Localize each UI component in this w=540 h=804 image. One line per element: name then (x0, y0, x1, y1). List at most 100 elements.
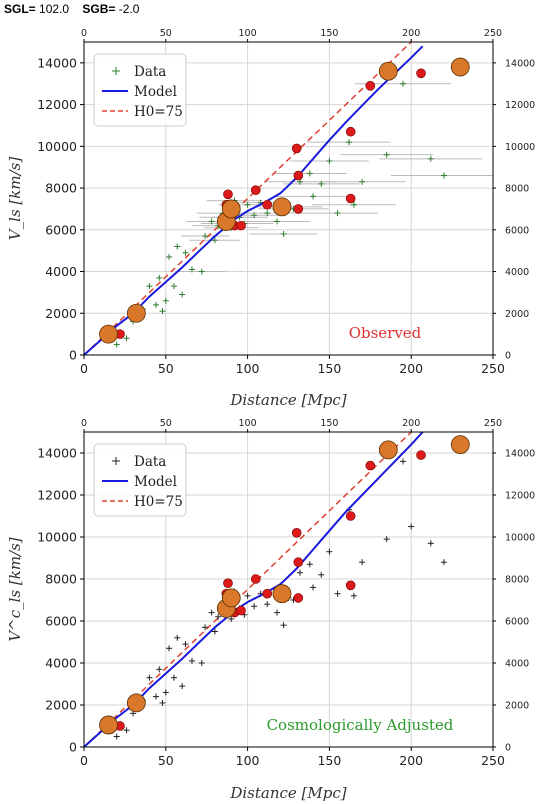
top-tick-label: 150 (320, 418, 338, 429)
sgb-label: SGB= (82, 2, 116, 16)
data-point (400, 458, 407, 465)
data-point (146, 283, 153, 290)
legend-label: Data (134, 454, 166, 470)
legend-label: Model (134, 474, 177, 490)
data-point (251, 212, 258, 219)
galaxy-marker (262, 199, 273, 210)
y-tick-label: 14000 (37, 446, 77, 461)
galaxy-marker (291, 143, 302, 154)
group-marker (99, 324, 118, 344)
data-point (188, 657, 195, 664)
right-tick-label: 0 (505, 743, 511, 754)
right-tick-label: 12000 (505, 491, 535, 502)
data-point (274, 609, 281, 616)
legend: Data Model H0=75 (93, 443, 187, 517)
data-point (228, 615, 235, 622)
panel-annotation: Cosmologically Adjusted (267, 716, 454, 734)
data-point (264, 210, 271, 217)
right-tick-label: 2000 (505, 701, 529, 712)
data-point (208, 609, 215, 616)
chart-panel-top: 0 50 100 150 200 2500200040006000800010000120… (6, 28, 535, 409)
top-tick-label: 150 (320, 28, 338, 39)
data-point (244, 592, 251, 599)
h0-line (84, 42, 412, 355)
galaxy-marker (345, 511, 356, 521)
data-point (146, 674, 153, 681)
data-point (202, 624, 209, 631)
galaxy-marker (250, 574, 261, 584)
top-tick-label: 100 (239, 418, 257, 429)
data-point (383, 151, 390, 158)
legend-label: Model (134, 84, 177, 100)
data-point (408, 523, 415, 530)
group-marker (221, 199, 241, 219)
y-tick-label: 0 (69, 348, 77, 363)
galaxy-marker (262, 588, 273, 599)
galaxy-marker (365, 81, 376, 91)
y-tick-label: 12000 (37, 488, 77, 503)
y-tick-label: 8000 (45, 181, 77, 196)
data-point (159, 699, 166, 706)
galaxy-marker (293, 593, 304, 603)
data-point (440, 559, 447, 566)
x-tick-label: 100 (236, 361, 260, 376)
data-point (211, 237, 218, 244)
y-axis-label: V_ls [km/s] (6, 157, 24, 241)
data-point (156, 274, 163, 281)
data-point (310, 193, 317, 200)
data-point (306, 170, 313, 177)
galaxy-marker (416, 450, 426, 460)
data-point (123, 727, 130, 734)
plot-frame (83, 431, 494, 748)
y-tick-label: 2000 (45, 306, 77, 321)
right-tick-label: 4000 (505, 659, 529, 670)
y-tick-label: 2000 (45, 698, 77, 713)
top-tick-label: 0 (81, 418, 87, 429)
group-marker (126, 303, 146, 323)
group-marker (126, 693, 146, 713)
right-tick-label: 0 (505, 351, 511, 362)
group-marker (272, 197, 292, 217)
data-point (166, 253, 173, 260)
data-point (188, 266, 195, 273)
data-point (244, 201, 251, 208)
x-axis-label: Distance [Mpc] (229, 391, 346, 409)
legend-box (93, 53, 187, 127)
legend-data-marker (112, 457, 120, 465)
x-tick-label: 50 (158, 361, 174, 376)
top-tick-label: 200 (402, 418, 420, 429)
x-tick-label: 0 (80, 361, 88, 376)
y-tick-label: 14000 (37, 55, 77, 70)
legend-label: H0=75 (134, 104, 183, 120)
x-tick-label: 200 (399, 361, 423, 376)
group-marker (272, 584, 292, 604)
data-point (159, 308, 166, 315)
data-point (326, 157, 333, 164)
group-marker (378, 61, 398, 81)
data-point (170, 674, 177, 681)
right-tick-label: 8000 (505, 184, 529, 195)
plot-area (84, 42, 493, 355)
right-tick-label: 8000 (505, 575, 529, 586)
galaxy-marker (345, 126, 356, 137)
data-point (251, 603, 258, 610)
legend-data-marker (112, 67, 120, 75)
top-tick-label: 50 (160, 28, 172, 39)
data-point (383, 536, 390, 543)
data-point (202, 233, 209, 240)
galaxy-marker (365, 460, 376, 471)
y-tick-label: 10000 (37, 139, 77, 154)
data-point (198, 268, 205, 275)
galaxy-marker (223, 578, 233, 589)
right-tick-label: 10000 (505, 533, 535, 544)
y-tick-label: 6000 (45, 222, 77, 237)
model-line (84, 432, 424, 747)
plot-area (84, 432, 470, 747)
galaxy-marker (293, 204, 304, 214)
right-tick-label: 14000 (505, 58, 535, 69)
group-marker (450, 57, 470, 77)
data-point (264, 601, 271, 608)
group-marker (450, 435, 470, 455)
data-point (274, 218, 281, 225)
data-point (440, 172, 447, 179)
